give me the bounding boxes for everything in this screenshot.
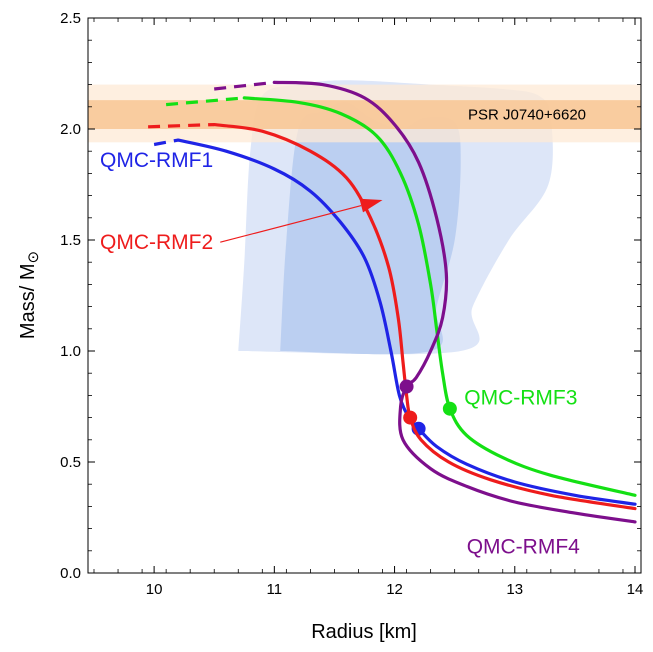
series-line-1 — [176, 138, 637, 506]
annotation-arrow — [220, 198, 383, 243]
curves — [148, 80, 637, 524]
y-tick-label: 2.5 — [60, 10, 81, 27]
x-tick-label: 10 — [146, 581, 163, 598]
y-tick-label: 0.5 — [60, 454, 81, 471]
arrow-shaft — [220, 204, 362, 243]
x-tick-label: 11 — [267, 581, 283, 598]
curve-label-4: QMC-RMF4 — [467, 535, 580, 558]
x-tick-label: 14 — [627, 581, 644, 598]
y-tick-label: 1.5 — [60, 232, 81, 249]
series-3 — [165, 96, 637, 497]
series-marker-3 — [442, 401, 457, 416]
x-axis-title: Radius [km] — [311, 621, 417, 643]
arrow-head — [359, 198, 383, 213]
y-axis-title-sub: ⊙ — [25, 251, 42, 264]
series-dashed-3 — [165, 96, 245, 107]
series-4 — [214, 80, 637, 524]
x-tick-label: 13 — [506, 581, 523, 598]
series-dashed-1 — [153, 138, 179, 147]
x-tick-label: 12 — [386, 581, 403, 598]
curve-label-2: QMC-RMF2 — [100, 231, 213, 254]
curve-label-1: QMC-RMF1 — [100, 149, 213, 172]
posterior-regions — [238, 80, 553, 355]
psr-band — [88, 84, 641, 143]
y-tick-label: 2.0 — [60, 121, 81, 138]
series-marker-2 — [403, 410, 418, 425]
band-label: PSR J0740+6620 — [468, 107, 586, 124]
axes-ticks: 10 11 12 13 14 0.0 0.5 1.0 1.5 2.0 2.5 — [60, 10, 643, 598]
curve-label-3: QMC-RMF3 — [464, 387, 577, 410]
plot-frame — [87, 17, 642, 574]
series-dashed-2 — [148, 123, 215, 129]
curve-labels: PSR J0740+6620 QMC-RMF1 QMC-RMF2 QMC-RMF3 QM… — [100, 107, 586, 559]
posterior-region-2 — [280, 102, 461, 355]
y-axis-title: Mass/ M⊙ — [17, 251, 42, 339]
series-line-3 — [242, 96, 637, 497]
series-dashed-4 — [214, 80, 275, 91]
series-marker-4 — [399, 379, 414, 394]
y-axis-title-main: Mass/ M — [17, 264, 39, 340]
series-line-4 — [272, 80, 637, 524]
series-2 — [148, 123, 637, 511]
y-tick-label: 0.0 — [60, 565, 81, 582]
y-tick-label: 1.0 — [60, 343, 81, 360]
series-line-2 — [212, 123, 637, 511]
